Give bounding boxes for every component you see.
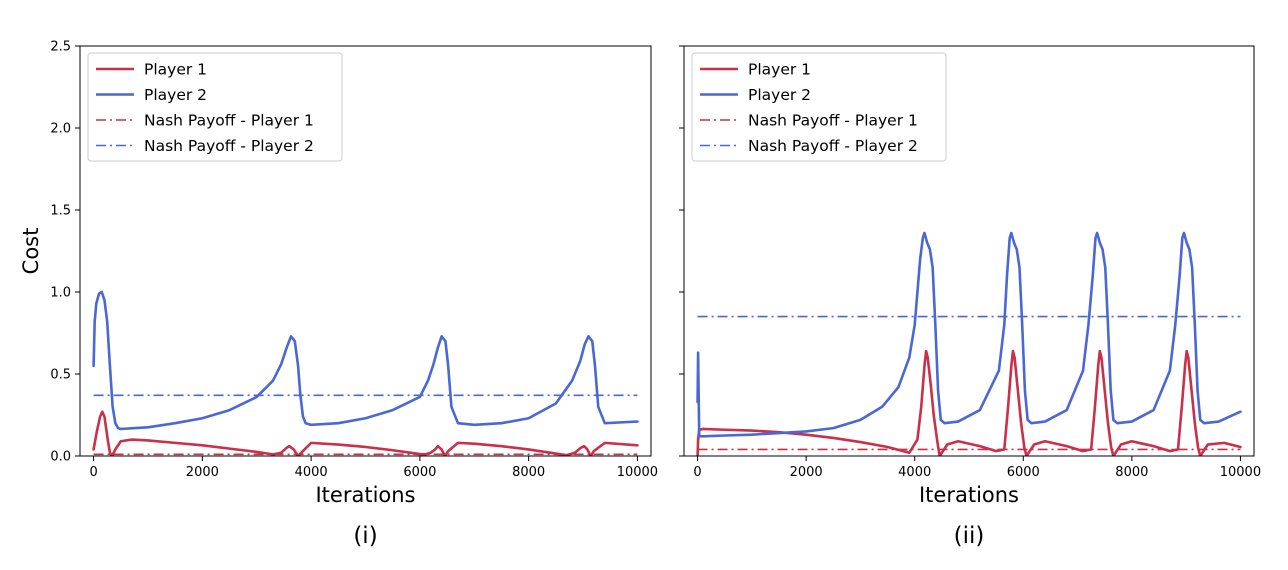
legend-label: Player 2 [144, 86, 207, 104]
x-tick-label: 10000 [1220, 465, 1261, 480]
legend-label: Player 1 [144, 61, 207, 79]
x-tick-label: 0 [89, 465, 97, 480]
panel-caption: (i) [353, 523, 377, 549]
series-line-2 [696, 231, 1242, 438]
x-tick-label: 0 [693, 465, 701, 480]
x-tick-label: 6000 [1007, 465, 1040, 480]
y-tick-label: 1.5 [50, 204, 71, 219]
x-tick-label: 8000 [512, 465, 545, 480]
panel-caption: (ii) [954, 523, 985, 549]
legend-label: Nash Payoff - Player 2 [748, 137, 918, 155]
legend: Player 1 Player 2 Nash Payoff - Player 1 Na… [691, 52, 947, 162]
x-tick-label: 8000 [1115, 465, 1148, 480]
legend-label: Nash Payoff - Player 2 [144, 137, 314, 155]
x-tick-label: 4000 [898, 465, 931, 480]
x-tick-label: 4000 [295, 465, 328, 480]
chart-panel-2: 0 2000 4000 6000 8000 10000 Iterations (ii) Play… [679, 45, 1261, 549]
legend-label: Nash Payoff - Player 1 [144, 112, 314, 130]
x-tick-label: 2000 [790, 465, 823, 480]
legend-box [691, 52, 947, 162]
legend-box [87, 52, 343, 162]
x-axis-label: Iterations [315, 483, 415, 507]
y-axis-label: Cost [19, 228, 43, 275]
chart-panel-1: 0 2000 4000 6000 8000 10000 0.0 0.5 1.0 1.5 2.0 2.5… [19, 40, 658, 550]
legend: Player 1 Player 2 Nash Payoff - Player 1 Na… [87, 52, 343, 162]
y-tick-label: 0.5 [50, 368, 71, 383]
x-tick-label: 2000 [186, 465, 219, 480]
y-tick-label: 0.0 [50, 450, 71, 465]
series-line-2 [92, 290, 639, 431]
plot-frame [683, 45, 1255, 457]
x-tick-label: 10000 [617, 465, 658, 480]
legend-label: Player 2 [748, 86, 811, 104]
y-tick-label: 2.0 [50, 122, 71, 137]
plot-frame [79, 45, 652, 457]
series-line-1 [92, 410, 639, 456]
x-tick-label: 6000 [403, 465, 436, 480]
x-axis-label: Iterations [919, 483, 1019, 507]
series-line-1 [696, 349, 1242, 456]
y-tick-label: 1.0 [50, 286, 71, 301]
legend-label: Player 1 [748, 61, 811, 79]
y-tick-label: 2.5 [50, 40, 71, 55]
legend-label: Nash Payoff - Player 1 [748, 112, 918, 130]
